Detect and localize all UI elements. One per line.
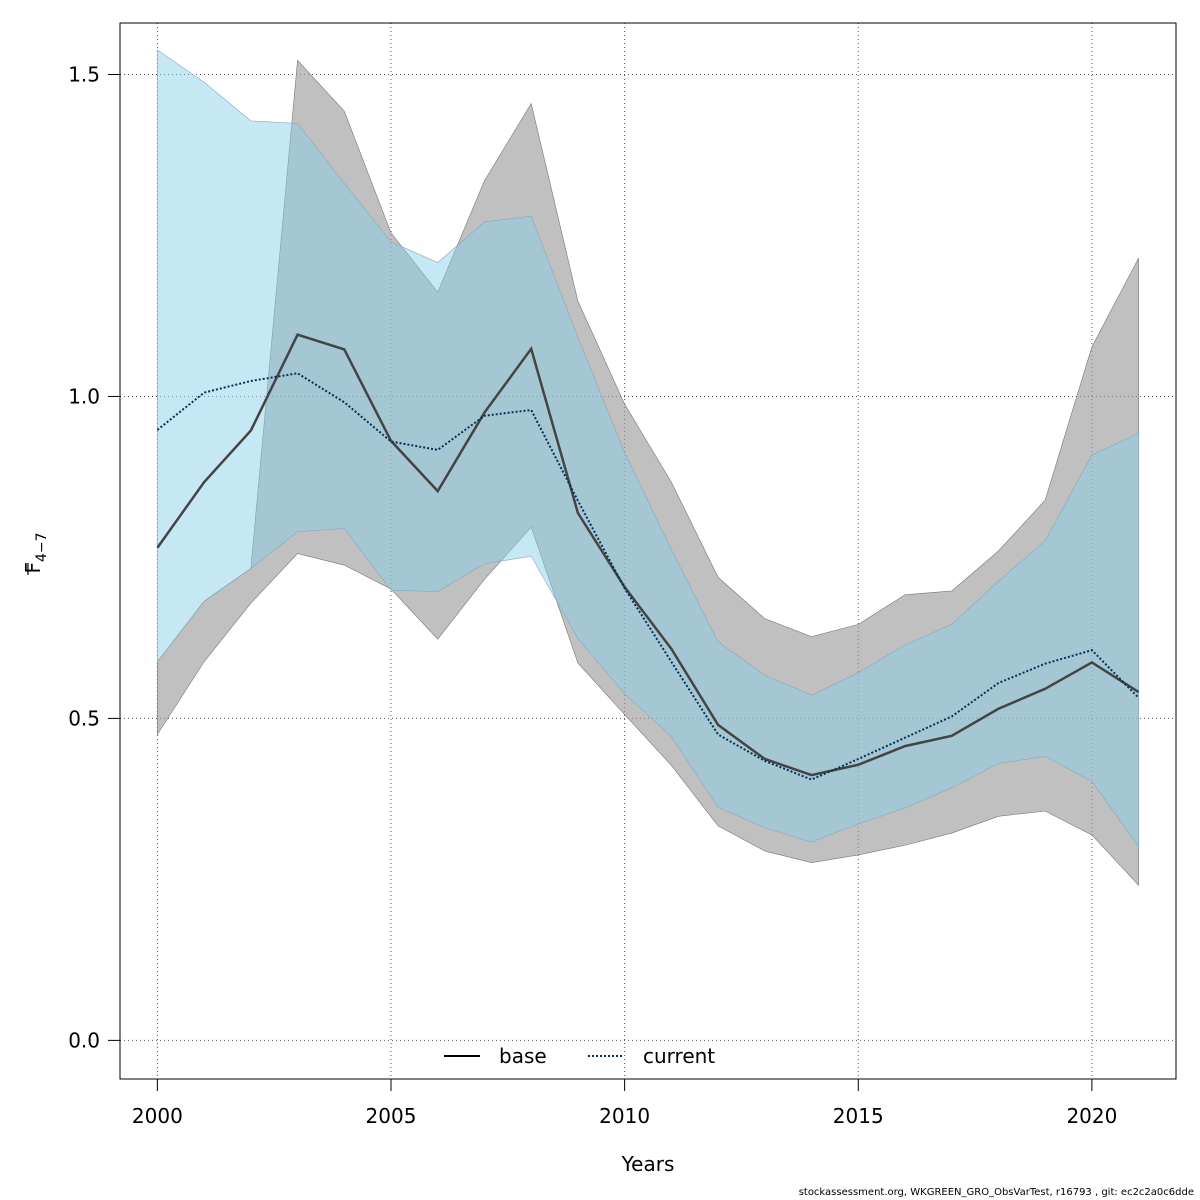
series-line-current [156,372,1140,781]
y-tick-label: 1.0 [68,384,100,408]
x-tick-label: 2020 [1066,1104,1117,1128]
series-lines [156,333,1140,781]
svg-text:F4−7: F4−7 [21,532,50,573]
y-axis-title-main: F [21,562,45,574]
y-axis-title: F4−7 [21,532,50,573]
x-axis: 2000 2005 2010 2015 2020 [132,1078,1117,1128]
y-tick-label: 1.5 [68,63,100,87]
confidence-band-current [157,49,1139,848]
y-axis-title-subscript: 4−7 [34,532,50,562]
x-tick-label: 2000 [132,1104,183,1128]
x-tick-label: 2005 [366,1104,417,1128]
confidence-bands [157,49,1139,886]
footer-credit: stockassessment.org, WKGREEN_GRO_ObsVarT… [798,1187,1194,1198]
y-tick-label: 0.5 [68,706,100,730]
legend-label-base: base [499,1044,547,1068]
y-axis: 0.0 0.5 1.0 1.5 [68,63,121,1052]
y-tick-label: 0.0 [68,1028,100,1052]
x-tick-label: 2010 [599,1104,650,1128]
x-tick-label: 2015 [833,1104,884,1128]
confidence-band-base [157,59,1139,886]
series-line-base [156,333,1140,777]
x-axis-title: Years [621,1152,675,1176]
legend: base current [444,1044,715,1068]
legend-label-current: current [643,1044,715,1068]
